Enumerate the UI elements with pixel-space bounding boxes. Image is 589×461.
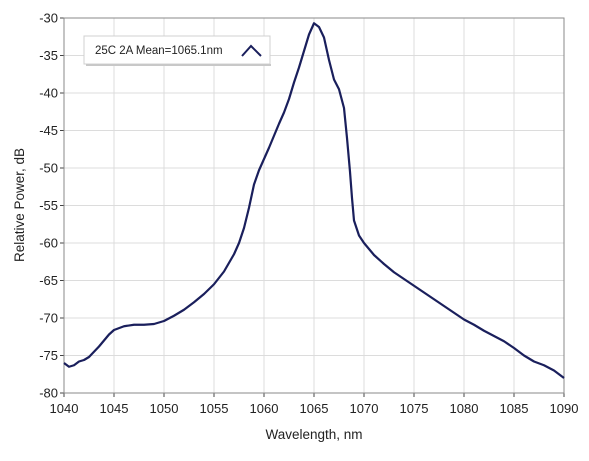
y-tick-label: -75 xyxy=(39,348,58,363)
y-tick-label: -40 xyxy=(39,86,58,101)
y-tick-label: -60 xyxy=(39,236,58,251)
y-axis-title: Relative Power, dB xyxy=(12,148,27,262)
x-tick-label: 1050 xyxy=(150,401,179,416)
x-tick-label: 1040 xyxy=(50,401,79,416)
x-tick-label: 1060 xyxy=(250,401,279,416)
x-tick-label: 1055 xyxy=(200,401,229,416)
y-tick-label: -35 xyxy=(39,48,58,63)
legend-line-swatch xyxy=(241,44,262,57)
y-tick-label: -65 xyxy=(39,273,58,288)
series-line xyxy=(63,22,565,379)
plot-frame xyxy=(63,17,565,394)
x-tick-label: 1075 xyxy=(400,401,429,416)
y-tick-label: -30 xyxy=(39,11,58,26)
x-tick-label: 1085 xyxy=(500,401,529,416)
y-tick-label: -80 xyxy=(39,386,58,401)
y-tick-label: -45 xyxy=(39,123,58,138)
x-tick-label: 1090 xyxy=(550,401,579,416)
x-tick-label: 1045 xyxy=(100,401,129,416)
x-tick-label: 1070 xyxy=(350,401,379,416)
legend-entry: 25C 2A Mean=1065.1nm xyxy=(95,45,223,57)
y-tick-label: -50 xyxy=(39,161,58,176)
x-tick-label: 1065 xyxy=(300,401,329,416)
y-tick-label: -70 xyxy=(39,311,58,326)
y-tick-label: -55 xyxy=(39,198,58,213)
x-axis-title: Wavelength, nm xyxy=(265,427,362,442)
x-tick-label: 1080 xyxy=(450,401,479,416)
